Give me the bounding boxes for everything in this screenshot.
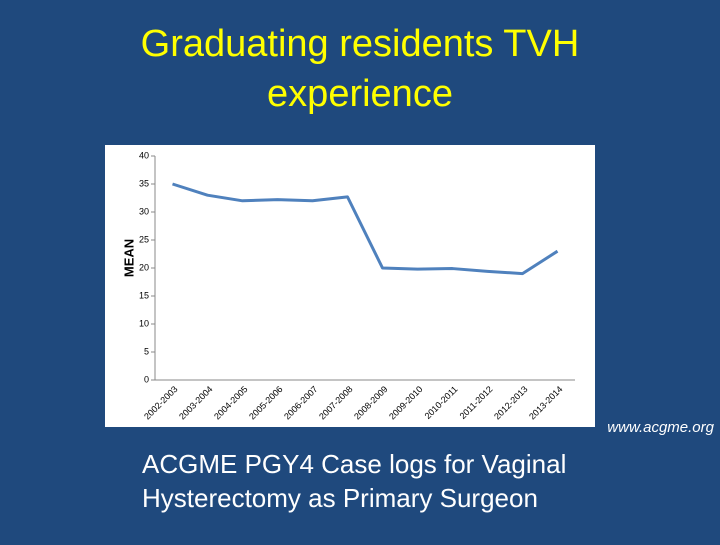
y-tick-label: 10: [139, 318, 149, 328]
source: www.acgme.org: [607, 419, 714, 436]
y-tick-label: 25: [139, 234, 149, 244]
y-axis-label: MEAN: [121, 239, 136, 277]
y-tick-label: 20: [139, 262, 149, 272]
y-tick-label: 35: [139, 178, 149, 188]
title-line: Graduating residents TVH: [141, 23, 580, 65]
title-line: experience: [267, 73, 453, 115]
y-tick-label: 30: [139, 206, 149, 216]
y-tick-label: 40: [139, 150, 149, 160]
y-tick-label: 5: [144, 346, 149, 356]
y-tick-label: 0: [144, 374, 149, 384]
caption-line: Hysterectomy as Primary Surgeon: [142, 483, 538, 513]
caption-line: ACGME PGY4 Case logs for Vaginal: [142, 449, 566, 479]
series-line: [172, 182, 559, 276]
y-tick-label: 15: [139, 290, 149, 300]
